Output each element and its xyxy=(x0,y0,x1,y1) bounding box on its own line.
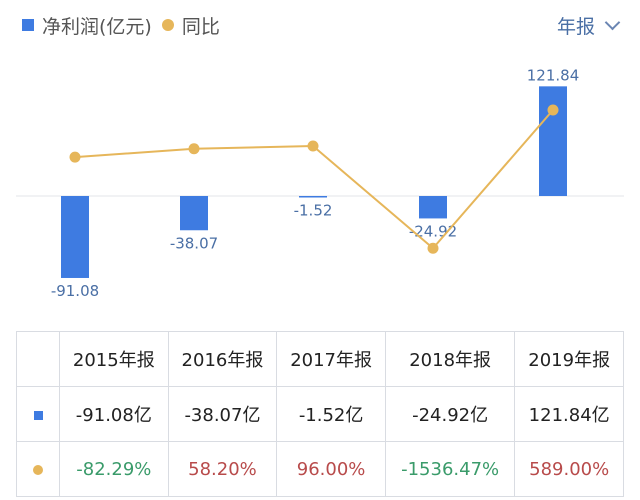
bar-2019年报 xyxy=(539,86,567,196)
bar-2015年报 xyxy=(61,196,89,278)
bar-2016年报 xyxy=(180,196,208,231)
bar-data-label: -1.52 xyxy=(294,201,333,219)
table-row-yoy: -82.29% 58.20% 96.00% -1536.47% 589.00% xyxy=(16,441,624,497)
table-cell: 96.00% xyxy=(276,441,386,497)
table-row-profit: -91.08亿 -38.07亿 -1.52亿 -24.92亿 121.84亿 xyxy=(16,386,624,442)
period-label: 年报 xyxy=(556,15,595,38)
yoy-point-2016年报 xyxy=(188,143,200,155)
dot-swatch-icon xyxy=(161,19,174,31)
table-cell: -1.52亿 xyxy=(276,386,386,442)
bar-swatch-icon xyxy=(22,19,34,31)
table-header-row: 2015年报 2016年报 2017年报 2018年报 2019年报 xyxy=(16,331,624,387)
bar-data-label: 121.84 xyxy=(527,66,580,84)
yoy-point-2015年报 xyxy=(69,151,81,163)
table-cell: -1536.47% xyxy=(384,441,516,497)
legend-yoy-label: 同比 xyxy=(181,15,220,38)
table-cell: -82.29% xyxy=(59,441,169,497)
table-cell: -24.92亿 xyxy=(384,386,516,442)
table-header-cell: 2016年报 xyxy=(167,331,278,387)
data-table: 2015年报 2016年报 2017年报 2018年报 2019年报 -91.0… xyxy=(16,331,624,497)
legend-item-yoy: 同比 xyxy=(161,12,220,39)
yoy-point-2019年报 xyxy=(547,104,559,116)
bar-data-label: -91.08 xyxy=(51,282,99,300)
table-header-cell: 2018年报 xyxy=(384,331,516,387)
yoy-point-2018年报 xyxy=(427,242,439,254)
legend-profit-label: 净利润(亿元) xyxy=(42,15,152,38)
dot-marker-icon xyxy=(33,464,43,475)
table-corner xyxy=(16,331,60,387)
bar-2017年报 xyxy=(299,196,327,198)
bar-data-label: -24.92 xyxy=(409,222,457,240)
legend: 净利润(亿元) 同比 xyxy=(22,10,220,40)
yoy-point-2017年报 xyxy=(307,140,319,152)
table-header-cell: 2019年报 xyxy=(514,331,624,387)
bar-2018年报 xyxy=(419,196,447,219)
table-cell: 121.84亿 xyxy=(514,386,624,442)
bar-marker-icon xyxy=(33,410,43,420)
yoy-line xyxy=(74,109,554,250)
table-cell: -38.07亿 xyxy=(167,386,278,442)
table-row-marker xyxy=(16,386,60,442)
table-cell: 589.00% xyxy=(514,441,624,497)
table-cell: 58.20% xyxy=(167,441,278,497)
table-cell: -91.08亿 xyxy=(59,386,169,442)
table-row-marker xyxy=(16,441,60,497)
profit-chart: -91.08 -38.07 -1.52 -24.92 121.84 xyxy=(16,66,624,300)
table-header-cell: 2015年报 xyxy=(59,331,169,387)
bar-data-label: -38.07 xyxy=(170,234,218,252)
table-header-cell: 2017年报 xyxy=(276,331,386,387)
period-selector[interactable]: 年报 xyxy=(556,10,621,40)
legend-item-profit: 净利润(亿元) xyxy=(22,12,152,39)
